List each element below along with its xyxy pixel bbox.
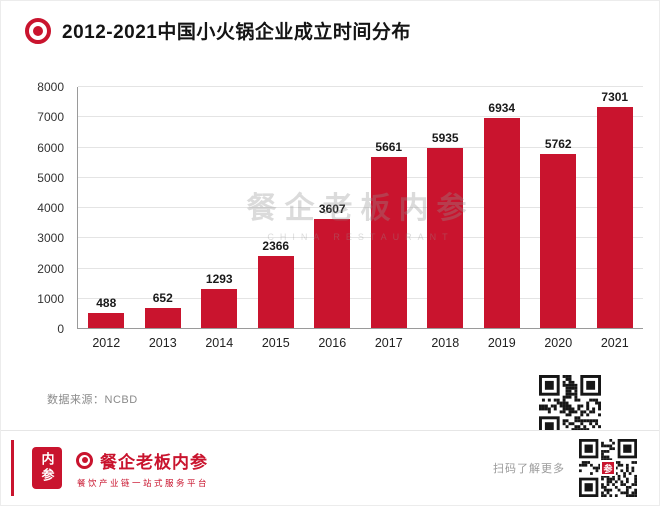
footer-left-accent: [11, 440, 14, 496]
bar-value-label: 5762: [544, 136, 572, 151]
data-source-label: 数据来源：NCBD: [47, 394, 138, 406]
bar-slot: 5661 2017: [361, 87, 418, 350]
bar-slot: 2366 2015: [248, 87, 305, 350]
gridline: [78, 176, 643, 178]
qr-code-footer: 参: [579, 439, 637, 497]
x-tick-label: 2020: [544, 336, 573, 350]
bar-value-label: 5935: [431, 131, 459, 146]
gridline: [78, 237, 643, 239]
bar: [88, 313, 125, 328]
y-tick-label: 6000: [37, 140, 64, 155]
footer-right: 扫码了解更多 参: [493, 439, 637, 497]
x-tick-label: 2019: [487, 336, 516, 350]
bar-chart: 0 1000 2000 3000 4000 5000 6000 7000 8000 488 201…: [31, 80, 645, 379]
footer-brand-block: 餐企老板内参 餐饮产业链一站式服务平台: [76, 448, 209, 489]
footer: 内参 餐企老板内参 餐饮产业链一站式服务平台 扫码了解更多 参: [1, 430, 659, 505]
page-title: 2012-2021中国小火锅企业成立时间分布: [62, 22, 411, 43]
footer-tagline: 餐饮产业链一站式服务平台: [77, 477, 210, 488]
brand-seal-logo: 内参: [32, 447, 62, 489]
gridline: [78, 146, 643, 148]
x-tick-label: 2016: [318, 336, 347, 350]
footer-brand-line: 餐企老板内参: [76, 448, 209, 473]
bar-slot: 1293 2014: [191, 87, 248, 350]
bar-value-label: 5661: [375, 139, 403, 154]
bar: [144, 308, 181, 328]
qr-code-main: [539, 375, 601, 437]
scan-hint-label: 扫码了解更多: [493, 463, 565, 475]
bar-slot: 652 2013: [135, 87, 192, 350]
gridline: [78, 116, 643, 118]
x-tick-label: 2021: [600, 336, 629, 350]
bar-slot: 7301 2021: [587, 87, 644, 350]
bar-slot: 6934 2019: [474, 87, 531, 350]
footer-brand-name: 餐企老板内参: [100, 452, 208, 472]
x-tick-label: 2014: [205, 336, 234, 350]
bar-value-label: 3607: [318, 201, 346, 216]
bar-value-label: 488: [96, 296, 117, 311]
y-axis: 0 1000 2000 3000 4000 5000 6000 7000 8000: [31, 80, 71, 336]
y-tick-label: 4000: [37, 201, 64, 215]
bar: [596, 107, 633, 328]
bar: [201, 288, 238, 328]
y-tick-label: 8000: [37, 80, 64, 94]
y-tick-label: 1000: [37, 291, 64, 306]
bar-slot: 3607 2016: [304, 87, 361, 350]
bar: [257, 256, 294, 328]
y-tick-label: 2000: [37, 261, 64, 276]
bar: [483, 118, 520, 328]
x-tick-label: 2013: [148, 336, 177, 350]
bar-slot: 5762 2020: [530, 87, 587, 350]
gridline: [78, 297, 643, 299]
x-tick-label: 2017: [374, 336, 403, 350]
x-tick-label: 2015: [261, 336, 290, 350]
x-tick-label: 2012: [92, 336, 121, 350]
footer-bullseye-dot: [81, 457, 88, 463]
y-tick-label: 3000: [37, 231, 64, 246]
footer-bullseye-icon: [76, 451, 93, 469]
y-tick-label: 0: [57, 322, 64, 336]
chart-header: 2012-2021中国小火锅企业成立时间分布: [25, 17, 411, 44]
bar-value-label: 1293: [205, 271, 233, 286]
bar-value-label: 6934: [488, 101, 516, 116]
plot-area: 488 2012 652 2013 1293 2014 2366 2015 3607 2016 56…: [77, 86, 644, 350]
gridline: [78, 267, 643, 269]
y-tick-label: 5000: [37, 170, 64, 185]
bullseye-dot: [33, 25, 43, 36]
gridline: [78, 86, 643, 87]
bar-slot: 488 2012: [78, 87, 135, 350]
bar-slot: 5935 2018: [417, 87, 474, 350]
qr-center-logo: 参: [600, 460, 616, 476]
bar-value-label: 652: [152, 291, 173, 306]
bar-value-label: 7301: [601, 90, 629, 105]
bars-container: 488 2012 652 2013 1293 2014 2366 2015 3607 2016 56…: [78, 87, 644, 350]
bar: [370, 156, 407, 328]
gridline: [78, 207, 643, 208]
bar: [540, 153, 577, 328]
bar: [427, 148, 464, 328]
brand-bullseye-icon: [25, 17, 51, 44]
bar-value-label: 2366: [262, 239, 290, 254]
bar: [314, 218, 351, 328]
y-tick-label: 7000: [37, 110, 64, 125]
x-tick-label: 2018: [431, 336, 460, 350]
